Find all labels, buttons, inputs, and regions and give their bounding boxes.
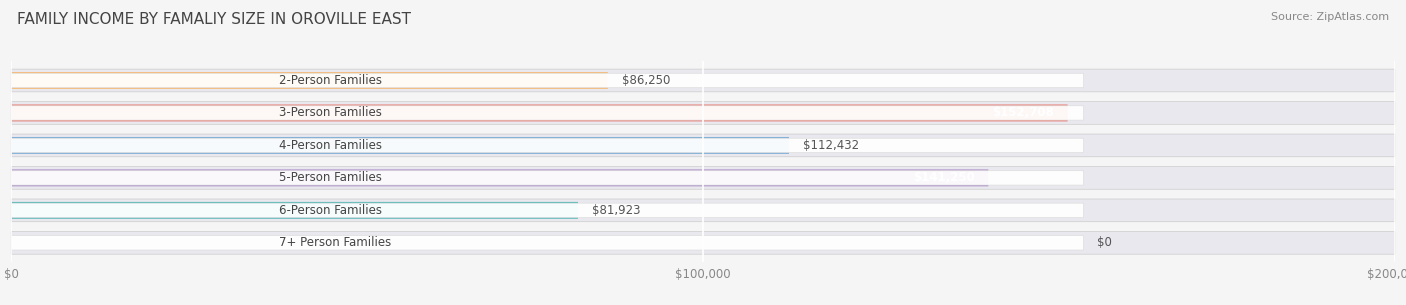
- FancyBboxPatch shape: [11, 167, 1395, 189]
- Text: $86,250: $86,250: [621, 74, 671, 87]
- Text: Source: ZipAtlas.com: Source: ZipAtlas.com: [1271, 12, 1389, 22]
- Text: $152,708: $152,708: [993, 106, 1053, 120]
- FancyBboxPatch shape: [11, 236, 1084, 250]
- Text: $141,250: $141,250: [912, 171, 974, 185]
- FancyBboxPatch shape: [11, 102, 1395, 124]
- FancyBboxPatch shape: [11, 72, 607, 89]
- FancyBboxPatch shape: [11, 134, 1395, 157]
- Text: $112,432: $112,432: [803, 139, 859, 152]
- FancyBboxPatch shape: [11, 203, 1084, 217]
- FancyBboxPatch shape: [11, 199, 1395, 222]
- FancyBboxPatch shape: [11, 105, 1067, 121]
- FancyBboxPatch shape: [11, 137, 789, 154]
- FancyBboxPatch shape: [11, 138, 1084, 152]
- FancyBboxPatch shape: [11, 202, 578, 219]
- Text: $81,923: $81,923: [592, 204, 640, 217]
- FancyBboxPatch shape: [11, 231, 1395, 254]
- Text: 3-Person Families: 3-Person Families: [280, 106, 382, 120]
- Text: FAMILY INCOME BY FAMALIY SIZE IN OROVILLE EAST: FAMILY INCOME BY FAMALIY SIZE IN OROVILL…: [17, 12, 411, 27]
- FancyBboxPatch shape: [11, 171, 1084, 185]
- Text: 5-Person Families: 5-Person Families: [280, 171, 382, 185]
- Text: 7+ Person Families: 7+ Person Families: [280, 236, 391, 249]
- Text: 4-Person Families: 4-Person Families: [280, 139, 382, 152]
- Text: 6-Person Families: 6-Person Families: [280, 204, 382, 217]
- FancyBboxPatch shape: [11, 106, 1084, 120]
- Text: $0: $0: [1097, 236, 1112, 249]
- FancyBboxPatch shape: [11, 69, 1395, 92]
- FancyBboxPatch shape: [11, 73, 1084, 88]
- FancyBboxPatch shape: [11, 170, 988, 186]
- Text: 2-Person Families: 2-Person Families: [280, 74, 382, 87]
